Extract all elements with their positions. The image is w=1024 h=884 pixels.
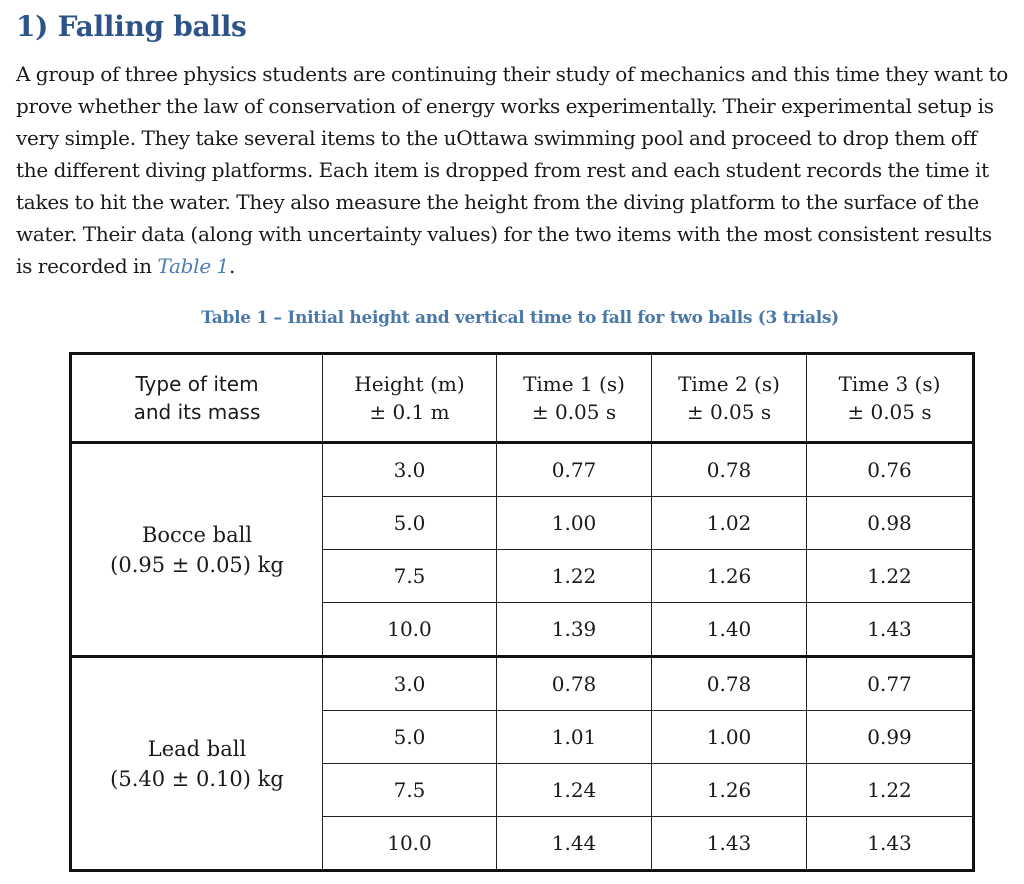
time-cell: 0.78 <box>651 655 807 711</box>
time-cell: 0.76 <box>806 441 974 497</box>
time-cell: 1.44 <box>496 816 652 871</box>
table-row: Lead ball (5.40 ± 0.10) kg 3.0 0.78 0.78 … <box>70 655 974 871</box>
time-cell: 1.01 <box>496 710 652 764</box>
time-cell: 1.24 <box>496 763 652 817</box>
time-cell: 1.22 <box>806 549 974 603</box>
time-cell: 1.43 <box>806 816 974 871</box>
section-heading: 1) Falling balls <box>16 10 247 43</box>
time-cell: 1.02 <box>651 496 807 550</box>
paragraph-end: . <box>228 254 236 278</box>
header-time-3: Time 3 (s) ± 0.05 s <box>806 353 974 444</box>
time-cell: 1.00 <box>496 496 652 550</box>
time-cell: 1.43 <box>651 816 807 871</box>
table-row: 7.5 1.24 1.26 1.22 <box>71 763 974 817</box>
table-row: Bocce ball (0.95 ± 0.05) kg 3.0 0.77 0.78… <box>70 441 974 657</box>
time-cell: 0.99 <box>806 710 974 764</box>
time-cell: 1.40 <box>651 602 807 657</box>
time-cell: 1.22 <box>496 549 652 603</box>
problem-paragraph: A group of three physics students are co… <box>16 58 1012 282</box>
table-reference-link[interactable]: Table 1 <box>157 254 229 278</box>
time-cell: 0.77 <box>806 655 974 711</box>
time-cell: 1.43 <box>806 602 974 657</box>
time-cell: 1.26 <box>651 549 807 603</box>
header-time-2: Time 2 (s) ± 0.05 s <box>651 353 807 444</box>
table-row: 10.0 1.44 1.43 1.43 <box>71 816 974 871</box>
time-cell: 1.39 <box>496 602 652 657</box>
height-cell: 7.5 <box>322 549 497 603</box>
paragraph-text: A group of three physics students are co… <box>16 62 1009 278</box>
time-cell: 1.26 <box>651 763 807 817</box>
height-cell: 5.0 <box>322 710 497 764</box>
height-cell: 5.0 <box>322 496 497 550</box>
group-bocce-ball: Bocce ball (0.95 ± 0.05) kg <box>70 441 323 657</box>
table-row: 5.0 1.01 1.00 0.99 <box>71 710 974 764</box>
table-caption: Table 1 – Initial height and vertical ti… <box>201 308 839 328</box>
data-table: Type of item and its mass Height (m) ± 0.1… <box>69 352 975 872</box>
table-row: 10.0 1.39 1.40 1.43 <box>71 602 974 657</box>
group-lead-ball: Lead ball (5.40 ± 0.10) kg <box>70 655 323 871</box>
time-cell: 0.98 <box>806 496 974 550</box>
height-cell: 3.0 <box>322 441 497 497</box>
time-cell: 1.00 <box>651 710 807 764</box>
height-cell: 7.5 <box>322 763 497 817</box>
table-header-row: Type of item and its mass Height (m) ± 0.1… <box>70 353 974 444</box>
header-height: Height (m) ± 0.1 m <box>322 353 497 444</box>
time-cell: 0.78 <box>651 441 807 497</box>
header-time-1: Time 1 (s) ± 0.05 s <box>496 353 652 444</box>
time-cell: 0.78 <box>496 655 652 711</box>
height-cell: 10.0 <box>322 816 497 871</box>
height-cell: 10.0 <box>322 602 497 657</box>
height-cell: 3.0 <box>322 655 497 711</box>
header-item-mass: Type of item and its mass <box>70 353 323 444</box>
time-cell: 0.77 <box>496 441 652 497</box>
time-cell: 1.22 <box>806 763 974 817</box>
